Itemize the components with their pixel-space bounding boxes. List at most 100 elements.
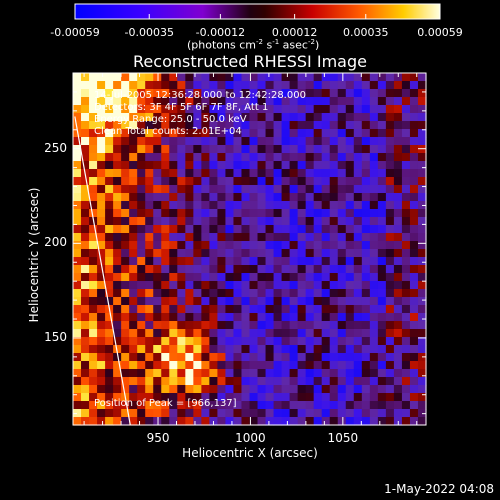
heatmap-cell — [241, 225, 251, 234]
heatmap-cell — [97, 225, 106, 234]
heatmap-cell — [337, 129, 347, 138]
heatmap-cell — [97, 113, 106, 122]
heatmap-cell — [73, 393, 82, 402]
heatmap-cell — [89, 81, 98, 90]
heatmap-cell — [329, 249, 339, 258]
heatmap-cell — [161, 129, 170, 138]
heatmap-cell — [121, 201, 130, 210]
heatmap-cell — [129, 249, 138, 258]
heatmap-cell — [169, 361, 178, 370]
heatmap-cell — [273, 177, 283, 186]
heatmap-cell — [185, 337, 194, 346]
heatmap-cell — [377, 385, 387, 394]
heatmap-cell — [369, 185, 379, 194]
heatmap-cell — [273, 169, 283, 178]
heatmap-cell — [305, 361, 315, 370]
heatmap-cell — [81, 353, 90, 362]
heatmap-cell — [385, 225, 395, 234]
heatmap-cell — [249, 233, 259, 242]
heatmap-cell — [393, 313, 403, 322]
heatmap-cell — [73, 313, 82, 322]
heatmap-cell — [377, 97, 387, 106]
heatmap-cell — [145, 177, 154, 186]
heatmap-cell — [305, 377, 315, 386]
heatmap-cell — [153, 121, 162, 130]
x-tick-label: 950 — [146, 431, 170, 445]
heatmap-cell — [233, 209, 243, 218]
heatmap-cell — [217, 321, 227, 330]
heatmap-cell — [273, 393, 283, 402]
heatmap-cell — [225, 329, 235, 338]
heatmap-cell — [225, 377, 235, 386]
heatmap-cell — [393, 153, 403, 162]
heatmap-cell — [297, 129, 307, 138]
heatmap-cell — [297, 233, 307, 242]
heatmap-cell — [81, 193, 90, 202]
heatmap-cell — [289, 169, 299, 178]
heatmap-cell — [321, 233, 331, 242]
heatmap-cell — [393, 89, 403, 98]
heatmap-cell — [113, 81, 122, 90]
heatmap-cell — [409, 121, 419, 130]
heatmap-cell — [353, 97, 363, 106]
heatmap-cell — [121, 217, 130, 226]
heatmap-cell — [345, 225, 355, 234]
heatmap-cell — [321, 273, 331, 282]
heatmap-cell — [225, 73, 235, 82]
heatmap-cell — [401, 313, 411, 322]
heatmap-cell — [73, 89, 82, 98]
heatmap-cell — [377, 201, 387, 210]
heatmap-cell — [169, 305, 178, 314]
heatmap-cell — [185, 273, 194, 282]
heatmap-cell — [369, 377, 379, 386]
heatmap-cell — [329, 225, 339, 234]
heatmap-cell — [377, 137, 387, 146]
heatmap-cell — [185, 361, 194, 370]
heatmap-cell — [185, 113, 194, 122]
heatmap-cell — [217, 129, 227, 138]
heatmap-cell — [73, 361, 82, 370]
heatmap-cell — [401, 233, 411, 242]
heatmap-cell — [233, 273, 243, 282]
heatmap-cell — [297, 145, 307, 154]
heatmap-cell — [153, 201, 162, 210]
heatmap-cell — [193, 409, 202, 418]
heatmap-cell — [233, 113, 243, 122]
heatmap-cell — [257, 265, 267, 274]
heatmap-cell — [225, 97, 235, 106]
heatmap-cell — [153, 185, 162, 194]
heatmap-cell — [81, 153, 90, 162]
heatmap-cell — [313, 297, 323, 306]
heatmap-cell — [417, 297, 427, 306]
heatmap-cell — [233, 369, 243, 378]
heatmap-cell — [369, 353, 379, 362]
heatmap-cell — [233, 177, 243, 186]
heatmap-cell — [305, 137, 315, 146]
heatmap-cell — [257, 105, 267, 114]
heatmap-cell — [385, 161, 395, 170]
heatmap-cell — [105, 353, 114, 362]
heatmap-cell — [313, 257, 323, 266]
heatmap-cell — [329, 345, 339, 354]
heatmap-cell — [233, 185, 243, 194]
x-axis-label: Heliocentric X (arcsec) — [182, 446, 318, 460]
heatmap-cell — [345, 281, 355, 290]
heatmap-cell — [121, 385, 130, 394]
heatmap-cell — [209, 105, 219, 114]
heatmap-cell — [97, 393, 106, 402]
heatmap-cell — [129, 361, 138, 370]
heatmap-cell — [113, 169, 122, 178]
heatmap-cell — [121, 233, 130, 242]
heatmap-cell — [393, 161, 403, 170]
heatmap-cell — [297, 265, 307, 274]
heatmap-cell — [177, 305, 186, 314]
heatmap-cell — [121, 265, 130, 274]
colorbar — [74, 3, 441, 20]
heatmap-cell — [289, 377, 299, 386]
heatmap-cell — [113, 121, 122, 130]
heatmap-cell — [177, 361, 186, 370]
heatmap-cell — [305, 81, 315, 90]
heatmap-cell — [81, 105, 90, 114]
heatmap-cell — [193, 313, 202, 322]
heatmap-cell — [161, 201, 170, 210]
